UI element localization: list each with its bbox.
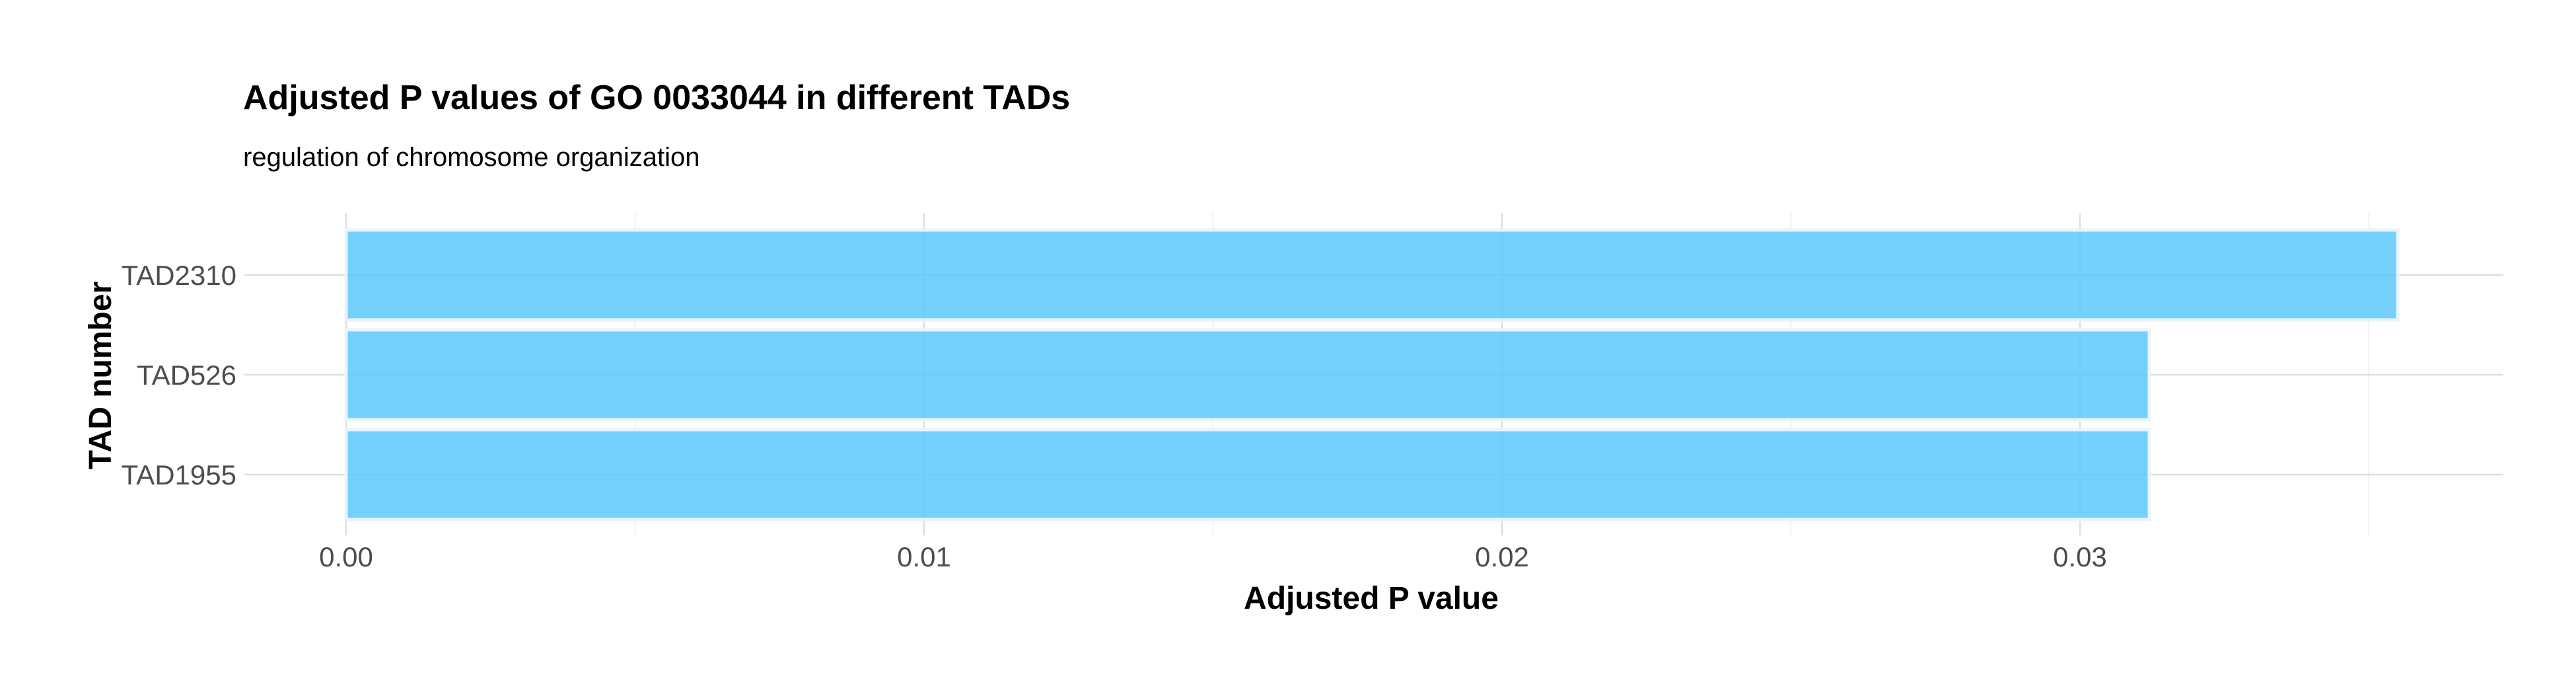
x-tick-label-0: 0.00 xyxy=(319,541,373,572)
y-tick-label-tad526: TAD526 xyxy=(137,360,236,391)
chart-subtitle: regulation of chromosome organization xyxy=(243,143,700,172)
x-axis-tick-labels: 0.00 0.01 0.02 0.03 xyxy=(319,541,2107,572)
y-axis-title: TAD number xyxy=(83,282,118,469)
chart-title: Adjusted P values of GO 0033044 in diffe… xyxy=(243,79,1070,117)
x-tick-label-2: 0.02 xyxy=(1475,541,1529,572)
bar-tad526 xyxy=(344,328,2151,422)
bar-tad1955 xyxy=(344,428,2151,521)
x-axis-title: Adjusted P value xyxy=(1244,581,1499,616)
bars xyxy=(344,228,2400,521)
y-tick-label-tad1955: TAD1955 xyxy=(122,459,236,490)
x-tick-label-3: 0.03 xyxy=(2053,541,2107,572)
y-tick-label-tad2310: TAD2310 xyxy=(122,260,236,291)
y-axis-tick-labels: TAD2310 TAD526 TAD1955 xyxy=(122,260,236,490)
x-tick-label-1: 0.01 xyxy=(897,541,951,572)
bar-tad2310 xyxy=(344,228,2400,322)
